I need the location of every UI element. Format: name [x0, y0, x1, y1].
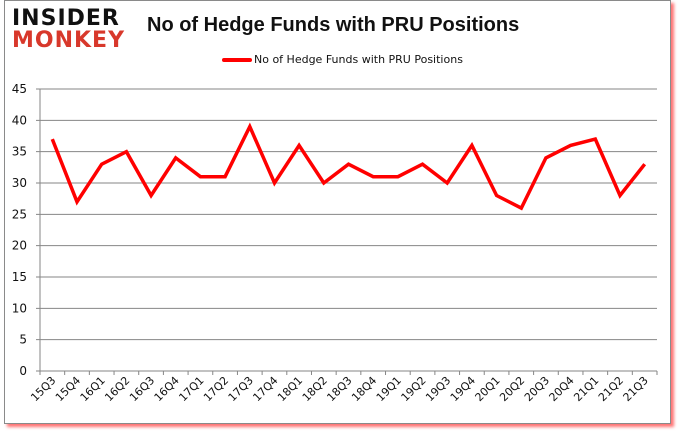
x-tick-label: 18Q2	[300, 374, 330, 404]
x-tick-label: 17Q1	[176, 374, 206, 404]
insider-monkey-logo: INSIDER MONKEY	[12, 8, 132, 56]
x-tick-label: 15Q3	[28, 374, 58, 404]
y-tick-label: 35	[12, 145, 27, 159]
y-tick-label: 45	[12, 82, 27, 96]
series-line	[50, 122, 647, 211]
x-tick-label: 17Q4	[250, 374, 280, 404]
x-tick-label: 19Q3	[423, 374, 453, 404]
x-tick-label: 20Q3	[522, 374, 552, 404]
chart-title: No of Hedge Funds with PRU Positions	[147, 14, 520, 36]
x-tick-label: 16Q1	[78, 374, 108, 404]
x-tick-label: 17Q3	[226, 374, 256, 404]
y-tick-label: 0	[19, 364, 27, 378]
x-tick-label: 18Q4	[349, 374, 379, 404]
y-tick-label: 40	[12, 113, 27, 127]
legend-label: No of Hedge Funds with PRU Positions	[254, 53, 463, 66]
x-tick-label: 21Q2	[596, 374, 626, 404]
chart-legend: No of Hedge Funds with PRU Positions	[222, 53, 463, 66]
y-tick-label: 5	[19, 333, 27, 347]
y-tick-label: 10	[12, 301, 27, 315]
x-tick-label: 21Q3	[621, 374, 651, 404]
x-tick-label: 17Q2	[201, 374, 231, 404]
x-tick-label: 19Q4	[448, 374, 478, 404]
y-tick-label: 30	[12, 176, 27, 190]
x-tick-label: 16Q4	[152, 374, 182, 404]
x-tick-label: 20Q4	[547, 374, 577, 404]
x-tick-label: 21Q1	[571, 374, 601, 404]
logo-line-2: MONKEY	[12, 28, 126, 53]
x-tick-label: 16Q3	[127, 374, 157, 404]
legend-line-swatch-icon	[222, 57, 252, 62]
x-tick-label: 19Q1	[374, 374, 404, 404]
x-tick-label: 15Q4	[53, 374, 83, 404]
y-tick-label: 25	[12, 207, 27, 221]
x-tick-label: 18Q3	[324, 374, 354, 404]
x-tick-label: 16Q2	[102, 374, 132, 404]
y-tick-label: 20	[12, 239, 27, 253]
x-tick-label: 19Q2	[398, 374, 428, 404]
y-tick-label: 15	[12, 270, 27, 284]
x-tick-label: 20Q2	[497, 374, 527, 404]
chart-frame	[4, 0, 671, 424]
x-tick-label: 20Q1	[473, 374, 503, 404]
logo-line-1: INSIDER	[12, 6, 120, 31]
x-tick-label: 18Q1	[275, 374, 305, 404]
